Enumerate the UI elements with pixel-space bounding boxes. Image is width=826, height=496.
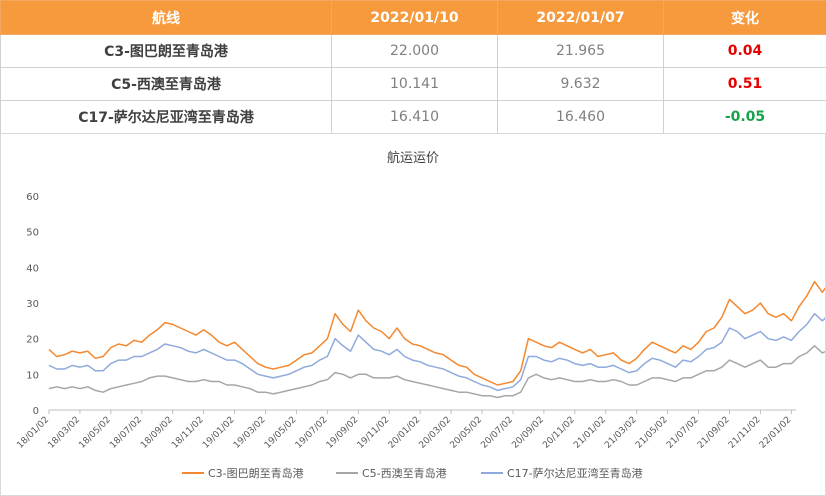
x-tick-label: 20/05/02 [449,415,485,451]
value-cell: 10.141 [331,67,498,101]
x-tick-label: 20/09/02 [510,415,546,451]
value-cell: 9.632 [497,67,664,101]
x-tick-label: 18/03/02 [46,415,82,451]
y-tick-label: 60 [26,192,39,203]
route-cell: C5-西澳至青岛港 [0,67,332,101]
x-tick-label: 21/03/02 [603,415,639,451]
x-tick-label: 20/11/02 [541,415,577,451]
x-tick-label: 19/07/02 [294,415,330,451]
x-tick-label: 20/01/02 [387,415,423,451]
legend-label: C17-萨尔达尼亚湾至青岛港 [507,466,643,480]
series-line-1 [48,280,825,386]
y-tick-label: 30 [26,299,39,310]
header-date-2: 2022/01/07 [497,0,664,35]
x-tick-label: 20/03/02 [418,415,454,451]
table-row: C5-西澳至青岛港 10.141 9.632 0.51 [0,67,826,101]
header-date-1: 2022/01/10 [331,0,498,35]
x-tick-label: 19/03/02 [232,415,268,451]
series-line-3 [48,312,825,392]
value-cell: 22.000 [331,34,498,68]
change-cell: -0.05 [663,100,826,134]
y-tick-label: 20 [26,335,39,346]
x-tick-label: 19/09/02 [325,415,361,451]
x-tick-label: 21/11/02 [727,415,763,451]
route-cell: C17-萨尔达尼亚湾至青岛港 [0,100,332,134]
x-tick-label: 19/05/02 [263,415,299,451]
header-route: 航线 [0,0,332,35]
table-header-row: 航线 2022/01/10 2022/01/07 变化 [0,0,826,35]
x-tick-label: 19/01/02 [201,415,237,451]
header-change: 变化 [663,0,826,35]
x-tick-label: 21/07/02 [665,415,701,451]
x-tick-label: 18/11/02 [170,415,206,451]
chart-title: 航运运价 [387,150,439,166]
x-tick-label: 22/01/02 [758,415,794,451]
legend-label: C5-西澳至青岛港 [362,466,447,480]
freight-table: 航线 2022/01/10 2022/01/07 变化 C3-图巴朗至青岛港 2… [0,0,826,134]
change-cell: 0.04 [663,34,826,68]
line-chart: 航运运价 0 10 20 30 40 50 60 18/01/0218/03/0218/05/0… [15,150,825,480]
y-tick-label: 0 [33,406,39,417]
value-cell: 21.965 [497,34,664,68]
x-tick-label: 18/07/02 [108,415,144,451]
value-cell: 16.460 [497,100,664,134]
chart-container: 航运运价 0 10 20 30 40 50 60 18/01/02 18/03/02 18/05/0… [0,133,826,496]
table-row: C3-图巴朗至青岛港 22.000 21.965 0.04 [0,34,826,68]
route-cell: C3-图巴朗至青岛港 [0,34,332,68]
x-tick-label: 18/09/02 [139,415,175,451]
x-tick-label: 19/11/02 [356,415,392,451]
series-line-2 [48,345,825,399]
x-tick-label: 18/05/02 [77,415,113,451]
x-tick-label: 21/01/02 [572,415,608,451]
x-tick-label: 21/05/02 [634,415,670,451]
x-tick-label: 21/09/02 [696,415,732,451]
x-tick-label: 18/01/02 [15,415,51,451]
table-row: C17-萨尔达尼亚湾至青岛港 16.410 16.460 -0.05 [0,100,826,134]
y-tick-label: 50 [26,228,39,239]
x-tick-label: 20/07/02 [479,415,515,451]
value-cell: 16.410 [331,100,498,134]
y-tick-label: 40 [26,263,39,274]
legend-label: C3-图巴朗至青岛港 [208,466,304,480]
change-cell: 0.51 [663,67,826,101]
y-tick-label: 10 [26,370,39,381]
